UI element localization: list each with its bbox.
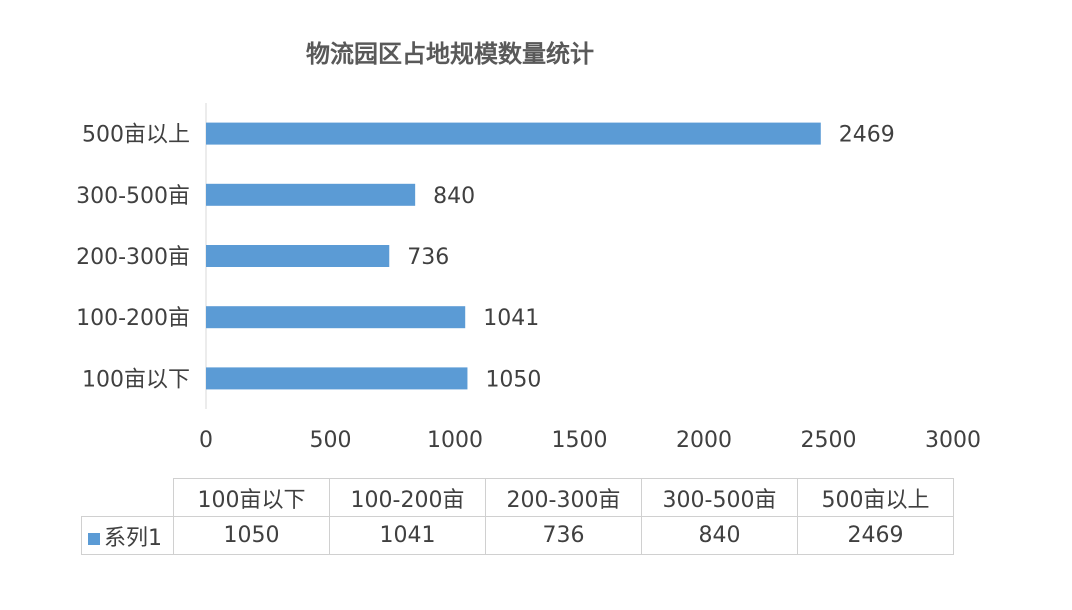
x-tick-label: 2500 [801, 428, 857, 453]
data-label: 1041 [483, 306, 539, 331]
data-table-corner [81, 478, 174, 517]
category-label: 100亩以下 [82, 367, 190, 392]
data-table: 100亩以下 100-200亩 200-300亩 300-500亩 500亩以上 系列1… [81, 478, 954, 555]
category-label: 300-500亩 [76, 184, 190, 209]
category-label: 100-200亩 [76, 306, 190, 331]
data-table-series-cell: 系列1 [81, 516, 174, 555]
x-tick-label: 3000 [925, 428, 981, 453]
data-table-header-cell: 200-300亩 [485, 478, 642, 517]
bar [206, 183, 416, 206]
data-table-value-cell: 1041 [329, 516, 486, 555]
x-tick-label: 1500 [552, 428, 608, 453]
category-label: 200-300亩 [76, 245, 190, 270]
data-table-value-row: 系列1 1050 1041 736 840 2469 [81, 516, 954, 555]
data-table-header-cell: 100-200亩 [329, 478, 486, 517]
data-table-header-row: 100亩以下 100-200亩 200-300亩 300-500亩 500亩以上 [81, 478, 954, 517]
x-tick-label: 2000 [676, 428, 732, 453]
bar [206, 245, 390, 267]
x-tick-label: 1000 [427, 428, 483, 453]
data-table-value-cell: 2469 [797, 516, 954, 555]
series-name: 系列1 [104, 525, 162, 551]
category-label: 500亩以上 [82, 123, 190, 148]
bar [206, 306, 466, 329]
data-table-value-cell: 840 [641, 516, 798, 555]
data-table-header-cell: 100亩以下 [173, 478, 330, 517]
x-tick-label: 500 [310, 428, 352, 453]
data-table-header-cell: 300-500亩 [641, 478, 798, 517]
data-table-header-cell: 500亩以上 [797, 478, 954, 517]
legend-key-icon [88, 532, 100, 545]
bar-chart-plot: 100亩以下 1050 100-200亩 1041 200-300亩 736 300-500… [76, 103, 981, 453]
data-table-value-cell: 1050 [173, 516, 330, 555]
x-tick-label: 0 [199, 428, 213, 453]
data-label: 1050 [485, 367, 541, 392]
data-label: 2469 [839, 123, 895, 148]
bar [206, 367, 468, 390]
data-label: 840 [433, 184, 475, 209]
chart-title: 物流园区占地规模数量统计 [306, 40, 594, 68]
data-label: 736 [407, 245, 449, 270]
data-table-value-cell: 736 [485, 516, 642, 555]
bar [206, 122, 821, 145]
